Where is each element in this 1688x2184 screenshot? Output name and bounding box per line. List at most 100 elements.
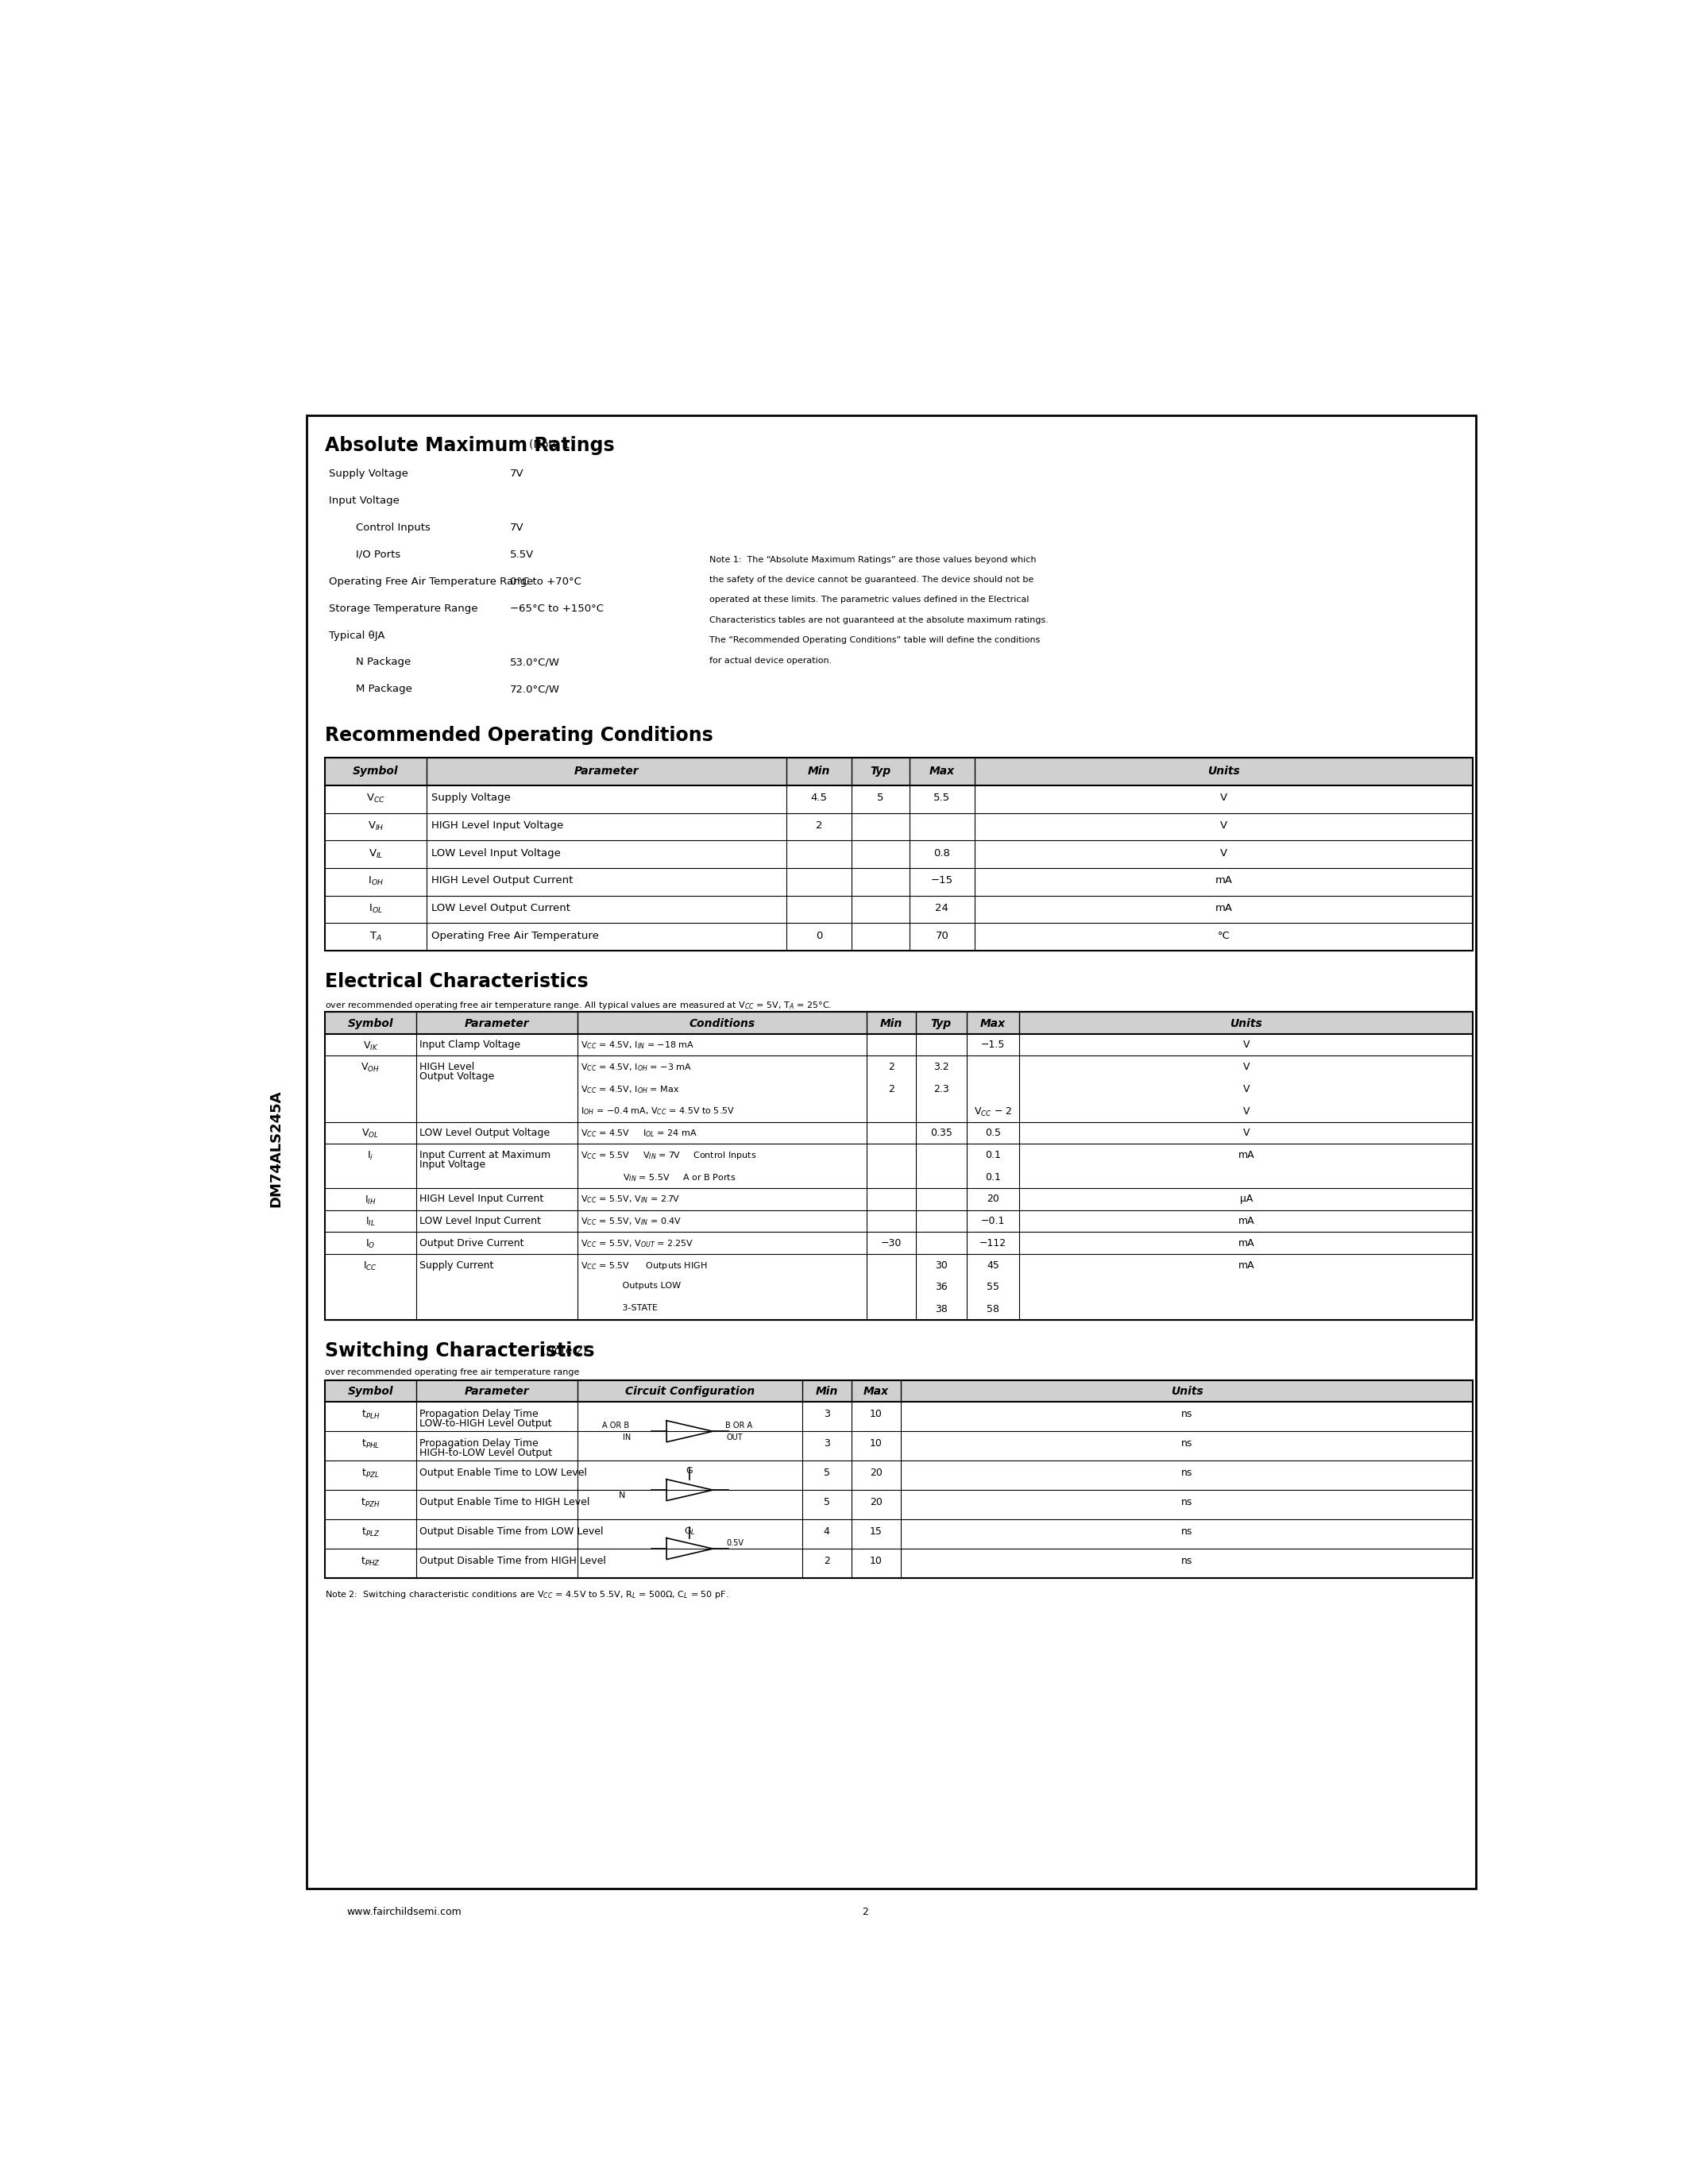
Text: 4: 4 [824,1527,830,1535]
Text: 30: 30 [935,1260,947,1271]
Text: mA: mA [1237,1151,1254,1160]
Text: V$_{IH}$: V$_{IH}$ [368,821,383,832]
Text: V: V [1242,1061,1249,1072]
Text: Output Disable Time from HIGH Level: Output Disable Time from HIGH Level [419,1555,606,1566]
Text: 20: 20 [869,1496,883,1507]
Text: V$_{IL}$: V$_{IL}$ [368,847,383,860]
Text: Storage Temperature Range: Storage Temperature Range [329,603,478,614]
Text: Typical θJA: Typical θJA [329,631,385,640]
Bar [324,758,1474,786]
Text: V$_{CC}$ = 5.5V      Outputs HIGH: V$_{CC}$ = 5.5V Outputs HIGH [581,1260,707,1271]
Text: Input Voltage: Input Voltage [329,496,400,507]
Bar [324,1380,1474,1579]
Text: 20: 20 [869,1468,883,1479]
Text: Typ: Typ [930,1018,952,1029]
Text: DM74ALS245A: DM74ALS245A [268,1090,284,1208]
Text: Operating Free Air Temperature: Operating Free Air Temperature [432,930,599,941]
Text: 0.1: 0.1 [986,1151,1001,1160]
Text: 0.5: 0.5 [984,1127,1001,1138]
Text: HIGH Level: HIGH Level [419,1061,474,1072]
Text: The “Recommended Operating Conditions” table will define the conditions: The “Recommended Operating Conditions” t… [709,636,1040,644]
Text: 53.0°C/W: 53.0°C/W [510,657,560,668]
Text: over recommended operating free air temperature range: over recommended operating free air temp… [324,1369,579,1376]
Text: Symbol: Symbol [348,1018,393,1029]
Text: Outputs LOW: Outputs LOW [581,1282,680,1291]
Text: Min: Min [879,1018,903,1029]
Text: mA: mA [1237,1216,1254,1227]
Text: V$_{CC}$: V$_{CC}$ [366,793,385,806]
Text: 2: 2 [888,1083,895,1094]
Text: Symbol: Symbol [348,1387,393,1398]
Text: Switching Characteristics: Switching Characteristics [324,1341,594,1361]
Text: V$_{CC}$ = 4.5V, I$_{IN}$ = −18 mA: V$_{CC}$ = 4.5V, I$_{IN}$ = −18 mA [581,1040,694,1051]
Text: V: V [1242,1040,1249,1051]
Text: Note 2:  Switching characteristic conditions are V$_{CC}$ = 4.5V to 5.5V, R$_L$ : Note 2: Switching characteristic conditi… [324,1590,729,1601]
Text: I$_{IL}$: I$_{IL}$ [365,1216,375,1227]
Text: Parameter: Parameter [464,1018,528,1029]
Text: −1.5: −1.5 [981,1040,1004,1051]
Text: V$_{CC}$ = 4.5V, I$_{OH}$ = −3 mA: V$_{CC}$ = 4.5V, I$_{OH}$ = −3 mA [581,1061,692,1072]
Text: Symbol: Symbol [353,764,398,778]
Text: t$_{PZL}$: t$_{PZL}$ [361,1468,380,1479]
Text: 4.5: 4.5 [810,793,827,804]
Text: Input Current at Maximum: Input Current at Maximum [419,1151,550,1160]
Text: I$_O$: I$_O$ [366,1238,375,1249]
Text: 5: 5 [878,793,885,804]
Text: 7V: 7V [510,470,523,478]
Text: B OR A: B OR A [726,1422,753,1431]
Text: −15: −15 [930,876,954,887]
Text: Parameter: Parameter [464,1387,528,1398]
Text: for actual device operation.: for actual device operation. [709,657,832,664]
Text: Supply Voltage: Supply Voltage [432,793,511,804]
Text: Note 1:  The “Absolute Maximum Ratings” are those values beyond which: Note 1: The “Absolute Maximum Ratings” a… [709,555,1036,563]
Text: 7V: 7V [510,522,523,533]
Text: Units: Units [1170,1387,1204,1398]
Text: Units: Units [1231,1018,1263,1029]
Text: V: V [1242,1105,1249,1116]
Text: 10: 10 [869,1409,883,1420]
Text: N: N [618,1492,625,1498]
Text: 36: 36 [935,1282,947,1293]
Text: 55: 55 [986,1282,999,1293]
Text: Circuit Configuration: Circuit Configuration [625,1387,755,1398]
Text: V: V [1220,793,1227,804]
Text: HIGH Level Output Current: HIGH Level Output Current [432,876,574,887]
Text: I$_{IH}$: I$_{IH}$ [365,1195,376,1206]
Text: t$_{PLZ}$: t$_{PLZ}$ [361,1527,380,1538]
Text: 24: 24 [935,902,949,913]
Text: HIGH Level Input Voltage: HIGH Level Input Voltage [432,821,564,830]
Text: IN: IN [623,1433,631,1441]
Text: 2: 2 [815,821,822,830]
Text: ns: ns [1182,1527,1192,1535]
Text: °C: °C [1217,930,1231,941]
Bar [324,1011,1474,1319]
Text: M Package: M Package [356,684,412,695]
Text: Min: Min [815,1387,837,1398]
Text: the safety of the device cannot be guaranteed. The device should not be: the safety of the device cannot be guara… [709,577,1035,583]
Text: ns: ns [1182,1437,1192,1448]
Text: μA: μA [1239,1195,1252,1203]
Text: V: V [1220,821,1227,830]
Text: Parameter: Parameter [574,764,640,778]
Text: 2: 2 [888,1061,895,1072]
Text: I/O Ports: I/O Ports [356,550,400,559]
Text: Electrical Characteristics: Electrical Characteristics [324,972,589,992]
Text: 58: 58 [986,1304,999,1315]
Text: Operating Free Air Temperature Range: Operating Free Air Temperature Range [329,577,533,587]
Text: t$_{PHZ}$: t$_{PHZ}$ [361,1555,380,1568]
Text: t$_{PZH}$: t$_{PZH}$ [361,1496,380,1509]
Text: LOW Level Output Voltage: LOW Level Output Voltage [419,1127,550,1138]
Text: N Package: N Package [356,657,410,668]
Text: Units: Units [1207,764,1241,778]
Text: Output Voltage: Output Voltage [419,1070,495,1081]
Text: (Note 2): (Note 2) [542,1345,587,1356]
Text: V$_{IN}$ = 5.5V     A or B Ports: V$_{IN}$ = 5.5V A or B Ports [581,1173,736,1184]
Text: Propagation Delay Time: Propagation Delay Time [419,1409,538,1420]
Text: T$_A$: T$_A$ [370,930,381,943]
Text: I$_{OH}$ = −0.4 mA, V$_{CC}$ = 4.5V to 5.5V: I$_{OH}$ = −0.4 mA, V$_{CC}$ = 4.5V to 5… [581,1105,734,1116]
Text: ns: ns [1182,1496,1192,1507]
Text: Output Disable Time from LOW Level: Output Disable Time from LOW Level [419,1527,603,1535]
Text: V$_{CC}$ − 2: V$_{CC}$ − 2 [974,1105,1013,1118]
Text: ns: ns [1182,1409,1192,1420]
Text: Propagation Delay Time: Propagation Delay Time [419,1437,538,1448]
